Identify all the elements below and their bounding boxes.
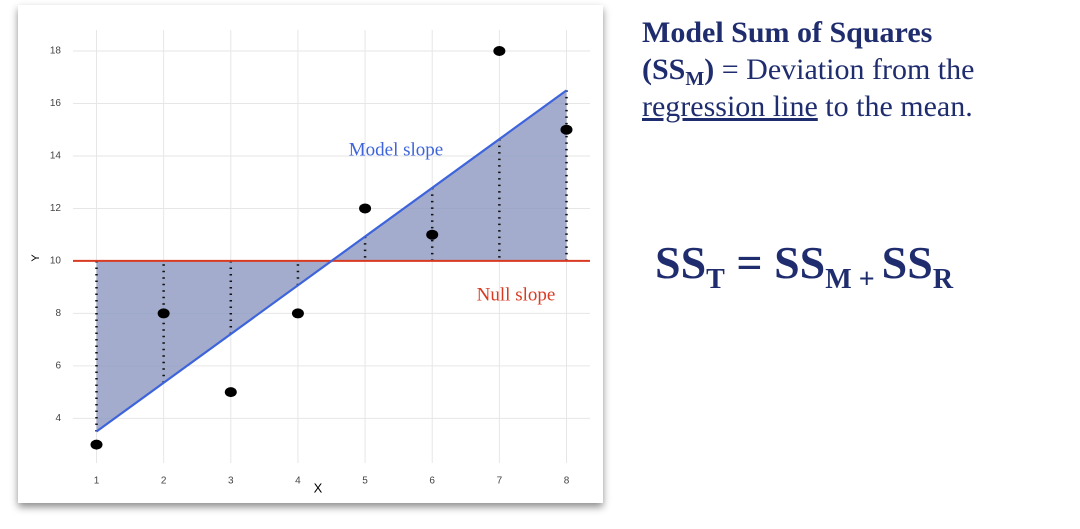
definition-abbr-sub: M bbox=[685, 68, 705, 90]
x-tick-label: 4 bbox=[295, 476, 301, 487]
x-tick-label: 6 bbox=[429, 476, 435, 487]
x-tick-label: 3 bbox=[228, 476, 234, 487]
y-tick-label: 16 bbox=[50, 98, 62, 109]
model-line bbox=[95, 89, 568, 433]
x-tick-label: 5 bbox=[362, 476, 368, 487]
eq-sub: R bbox=[932, 264, 954, 295]
y-tick-label: 10 bbox=[50, 256, 62, 267]
y-tick-label: 4 bbox=[55, 413, 61, 424]
x-tick-label: 8 bbox=[564, 476, 570, 487]
data-point bbox=[224, 387, 237, 398]
eq-sub: M bbox=[825, 264, 852, 295]
y-tick-label: 8 bbox=[55, 308, 61, 319]
data-point bbox=[90, 439, 103, 450]
eq-term: SS bbox=[881, 237, 933, 288]
data-point bbox=[426, 229, 439, 240]
definition-term: Model Sum of Squares bbox=[642, 16, 933, 49]
data-point bbox=[291, 308, 304, 319]
data-point bbox=[157, 308, 170, 319]
annotation: Null slope bbox=[477, 284, 556, 305]
x-axis-label: X bbox=[314, 480, 323, 495]
x-tick-label: 1 bbox=[94, 476, 100, 487]
eq-sub: T bbox=[706, 264, 725, 295]
x-tick-label: 7 bbox=[497, 476, 503, 487]
eq-op: = bbox=[724, 237, 775, 288]
definition-text: = Deviation from the bbox=[714, 53, 975, 86]
y-tick-label: 14 bbox=[50, 151, 62, 162]
data-point bbox=[359, 203, 372, 214]
x-tick-label: 2 bbox=[161, 476, 167, 487]
definition-abbr-close: ) bbox=[704, 53, 715, 86]
definition-abbr-open: (SS bbox=[642, 53, 686, 86]
definition-text: to the mean. bbox=[817, 90, 973, 123]
equation: SST = SSM + SSR bbox=[655, 236, 953, 294]
annotation: Model slope bbox=[349, 139, 443, 160]
eq-term: SS bbox=[655, 237, 707, 288]
y-tick-label: 12 bbox=[50, 203, 62, 214]
eq-term: SS bbox=[774, 237, 826, 288]
data-point bbox=[560, 124, 573, 135]
definition-link: regression line bbox=[642, 90, 818, 123]
definition: Model Sum of Squares (SSM) = Deviation f… bbox=[642, 14, 1072, 125]
y-axis-label: Y bbox=[30, 254, 42, 262]
eq-op: + bbox=[851, 264, 882, 295]
y-tick-label: 6 bbox=[55, 361, 61, 372]
data-point bbox=[493, 45, 506, 56]
y-tick-label: 18 bbox=[50, 46, 62, 57]
